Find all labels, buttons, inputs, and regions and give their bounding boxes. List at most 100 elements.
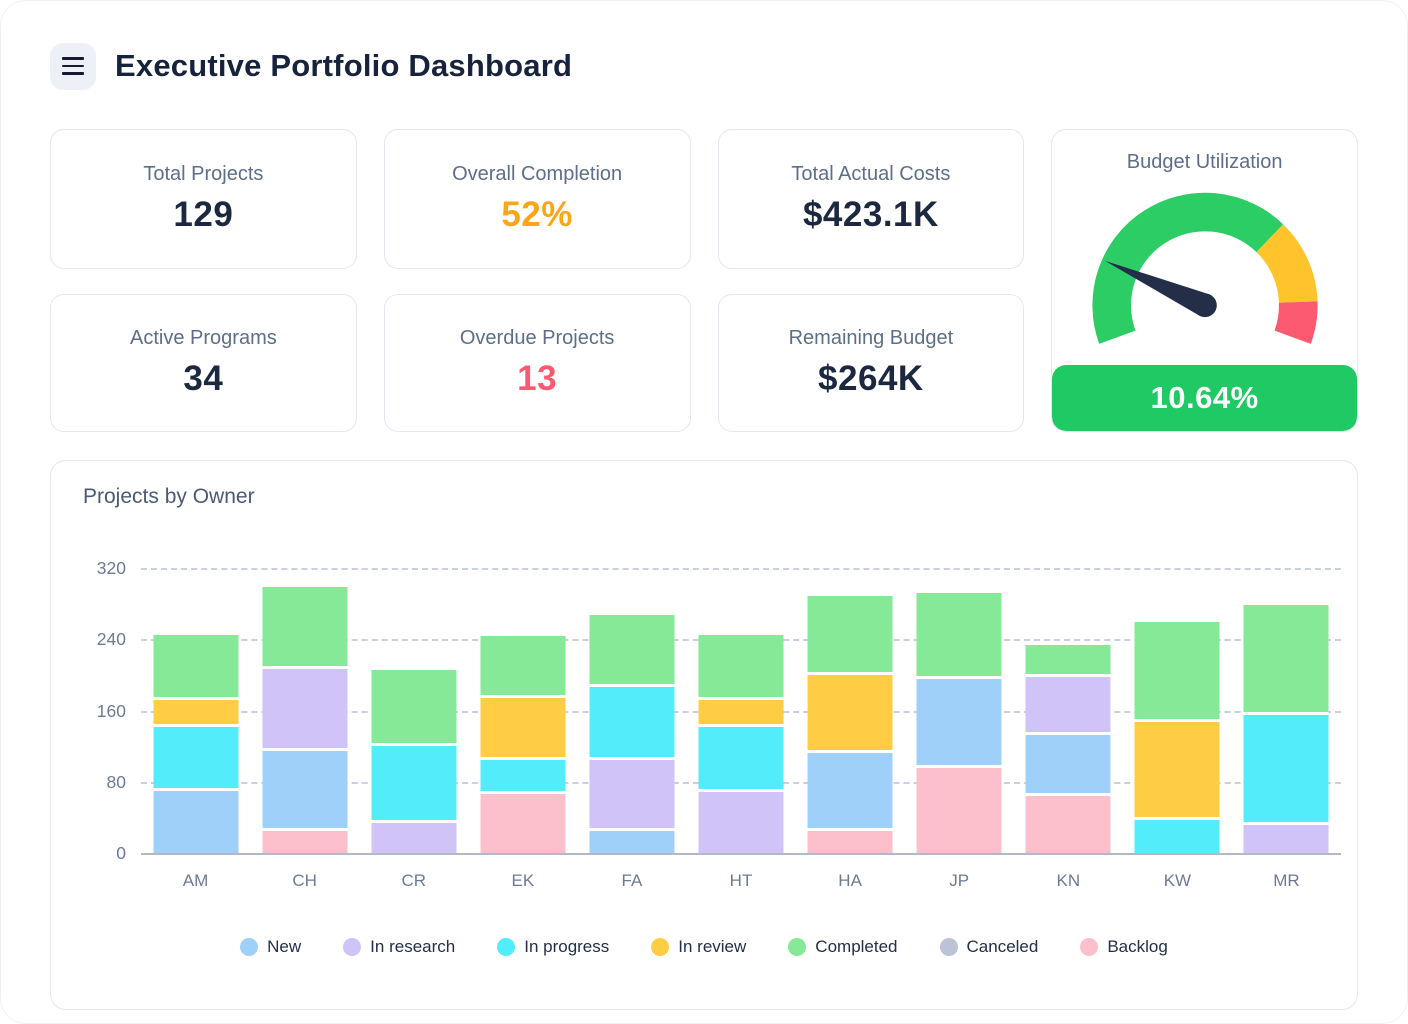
bar-segment-completed[interactable]: [589, 615, 675, 688]
legend-item-backlog[interactable]: Backlog: [1080, 934, 1168, 960]
bar-segment-completed[interactable]: [916, 592, 1002, 680]
bar-segment-in-research[interactable]: [698, 792, 784, 853]
x-tick-label: FA: [621, 871, 643, 890]
bar-segment-backlog[interactable]: [262, 830, 348, 853]
stacked-bar-AM[interactable]: [153, 634, 239, 853]
bar-segment-in-review[interactable]: [153, 699, 239, 727]
bar-chart-plot: 0 80 160 240 320 AM CH CR EK FA HT HA JP KN KW MR: [97, 558, 1341, 890]
legend-item-canceled[interactable]: Canceled: [939, 934, 1039, 960]
bar-segment-in-research[interactable]: [589, 760, 675, 831]
bar-segment-backlog[interactable]: [916, 768, 1002, 853]
stacked-bar-JP[interactable]: [916, 592, 1002, 853]
bar-segment-in-review[interactable]: [480, 698, 566, 761]
page-title: Executive Portfolio Dashboard: [115, 48, 573, 83]
bar-segment-backlog[interactable]: [1025, 796, 1111, 853]
bar-segment-completed[interactable]: [480, 635, 566, 699]
x-tick-label: HT: [729, 871, 753, 890]
kpi-label: Total Projects: [143, 163, 264, 185]
bar-segment-completed[interactable]: [807, 595, 893, 675]
bar-segment-in-review[interactable]: [807, 674, 893, 754]
x-tick-label: KW: [1163, 871, 1192, 890]
bars-container: AM CH CR EK FA HT HA JP KN KW MR: [141, 568, 1341, 890]
stacked-bar-CH[interactable]: [262, 586, 348, 853]
bar-segment-in-progress[interactable]: [698, 727, 784, 793]
bar-segment-new[interactable]: [589, 830, 675, 853]
bar-group-AM: AM: [141, 568, 250, 890]
stacked-bar-KN[interactable]: [1025, 644, 1111, 853]
bar-segment-in-research[interactable]: [1243, 824, 1329, 853]
stacked-bar-EK[interactable]: [480, 635, 566, 853]
stacked-bar-HT[interactable]: [698, 634, 784, 853]
bar-segment-new[interactable]: [262, 750, 348, 831]
legend-dot: [240, 938, 259, 956]
bar-segment-completed[interactable]: [698, 634, 784, 700]
stacked-bar-CR[interactable]: [371, 669, 457, 853]
bar-segment-in-progress[interactable]: [371, 746, 457, 823]
kpi-value: 34: [183, 359, 224, 398]
stacked-bar-KW[interactable]: [1134, 622, 1220, 853]
x-tick-label: MR: [1273, 871, 1300, 890]
bar-segment-new[interactable]: [916, 679, 1002, 769]
bar-segment-in-review[interactable]: [698, 699, 784, 728]
x-tick-label: CH: [292, 871, 317, 890]
bar-segment-completed[interactable]: [1025, 644, 1111, 677]
chart-card-projects-by-owner: Projects by Owner 0 80 160 240 320 AM CH CR EK FA…: [50, 460, 1358, 1010]
gauge-value-badge: 10.64%: [1052, 365, 1357, 431]
header: Executive Portfolio Dashboard: [50, 42, 1358, 90]
legend-label: Canceled: [966, 937, 1039, 956]
bar-segment-in-progress[interactable]: [480, 760, 566, 795]
bar-segment-new[interactable]: [153, 790, 239, 853]
bar-segment-completed[interactable]: [371, 669, 457, 747]
bar-segment-in-research[interactable]: [371, 822, 457, 853]
bar-segment-new[interactable]: [807, 753, 893, 831]
bar-segment-in-progress[interactable]: [153, 726, 239, 791]
legend-label: In progress: [524, 937, 610, 956]
legend-dot: [1080, 938, 1099, 956]
bar-segment-backlog[interactable]: [807, 830, 893, 853]
bar-group-CH: CH: [250, 568, 359, 890]
bar-segment-in-progress[interactable]: [1243, 714, 1329, 825]
stacked-bar-FA[interactable]: [589, 615, 675, 853]
gauge-zone-danger: [1273, 301, 1318, 344]
bar-group-KN: KN: [1014, 568, 1123, 890]
gauge-zone-ok: [1092, 192, 1283, 344]
legend-label: In research: [370, 937, 456, 956]
bar-segment-completed[interactable]: [262, 586, 348, 669]
y-tick-label: 320: [96, 558, 126, 578]
kpi-card-total-actual-costs: Total Actual Costs $423.1K: [717, 129, 1025, 269]
legend-item-completed[interactable]: Completed: [788, 934, 898, 960]
legend-item-in-review[interactable]: In review: [651, 934, 746, 960]
kpi-card-total-projects: Total Projects 129: [50, 129, 357, 269]
bar-segment-in-progress[interactable]: [1134, 820, 1220, 853]
x-tick-label: KN: [1056, 871, 1081, 890]
y-tick-label: 240: [96, 629, 126, 650]
bar-segment-completed[interactable]: [1134, 622, 1220, 723]
kpi-label: Active Programs: [130, 327, 277, 349]
legend-dot: [788, 938, 807, 956]
bar-segment-completed[interactable]: [153, 634, 239, 700]
gauge-chart: [1092, 192, 1318, 344]
legend-item-new[interactable]: New: [240, 934, 301, 960]
legend-dot: [651, 938, 670, 956]
stacked-bar-MR[interactable]: [1243, 605, 1329, 853]
kpi-label: Total Actual Costs: [791, 163, 951, 185]
bar-group-MR: MR: [1232, 568, 1341, 890]
menu-button[interactable]: [50, 42, 96, 90]
legend-item-in-research[interactable]: In research: [343, 934, 455, 960]
bar-segment-in-research[interactable]: [1025, 676, 1111, 735]
bar-segment-new[interactable]: [1025, 734, 1111, 796]
gauge-zone-warning: [1255, 224, 1318, 304]
y-tick-label: 160: [96, 700, 126, 721]
x-tick-label: JP: [949, 871, 970, 890]
gridline-320: 320: [97, 558, 1341, 578]
bar-segment-in-research[interactable]: [262, 668, 348, 751]
bar-segment-in-review[interactable]: [1134, 722, 1220, 821]
bar-segment-completed[interactable]: [1243, 605, 1329, 715]
hamburger-icon: [62, 57, 84, 75]
bar-segment-in-progress[interactable]: [589, 687, 675, 761]
bar-segment-backlog[interactable]: [480, 794, 566, 853]
legend-item-in-progress[interactable]: In progress: [497, 934, 609, 960]
stacked-bar-HA[interactable]: [807, 595, 893, 853]
kpi-value: 13: [517, 359, 558, 398]
x-tick-label: EK: [511, 871, 535, 890]
